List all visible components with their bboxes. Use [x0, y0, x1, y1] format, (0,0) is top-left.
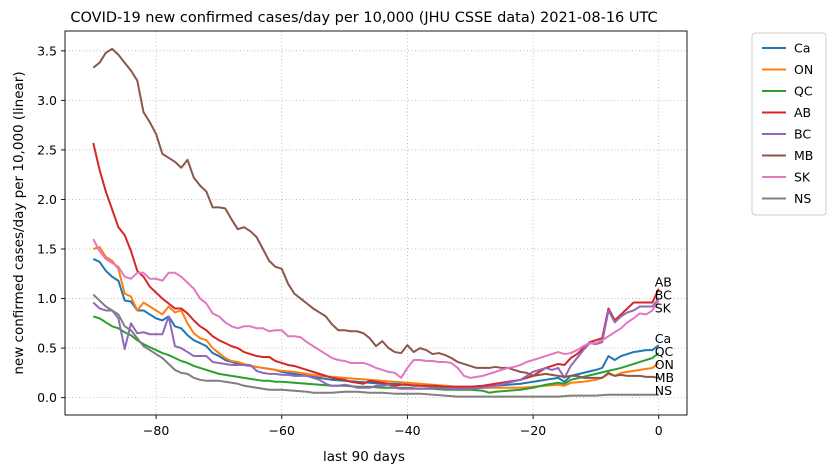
y-tick-label: 2.0 — [37, 192, 57, 207]
end-label-bc: BC — [655, 288, 672, 303]
chart-title: COVID-19 new confirmed cases/day per 10,… — [70, 10, 657, 26]
legend-entry-sk: SK — [794, 170, 811, 185]
y-tick-label: 3.0 — [37, 93, 57, 108]
y-tick-label: 2.5 — [37, 142, 57, 157]
series-lines — [92, 47, 660, 398]
legend-entry-mb: MB — [794, 148, 813, 163]
legend: Ca ON QC AB BC MB SK NS — [751, 32, 827, 216]
y-tick-label: 3.5 — [37, 43, 57, 58]
legend-entry-bc: BC — [794, 127, 811, 142]
series-line-ca — [92, 258, 660, 388]
end-label-ca: Ca — [655, 331, 671, 346]
x-tick-label: 0 — [655, 423, 663, 438]
series-line-sk — [92, 238, 660, 379]
y-tick-label: 1.5 — [37, 242, 57, 257]
series-line-qc — [92, 315, 660, 394]
x-tick-label: −40 — [394, 423, 420, 438]
y-tick-label: 0.0 — [37, 390, 57, 405]
legend-entry-qc: QC — [794, 84, 813, 99]
x-tick-label: −80 — [143, 423, 169, 438]
series-line-ab — [92, 142, 660, 388]
y-axis-label: new confirmed cases/day per 10,000 (line… — [11, 71, 27, 374]
series-line-bc — [92, 297, 660, 390]
y-tick-label: 0.5 — [37, 341, 57, 356]
end-label-sk: SK — [655, 301, 672, 316]
legend-entry-on: ON — [794, 62, 813, 77]
x-tick-label: −60 — [269, 423, 295, 438]
legend-entry-ab: AB — [794, 105, 811, 120]
end-label-on: ON — [655, 357, 674, 372]
legend-entry-ca: Ca — [794, 41, 810, 56]
y-axis: 0.0 0.5 1.0 1.5 2.0 2.5 3.0 3.5 — [37, 43, 65, 405]
x-tick-label: −20 — [520, 423, 546, 438]
series-line-ns — [92, 293, 659, 398]
x-axis: −80 −60 −40 −20 0 — [143, 415, 663, 438]
end-label-mb: MB — [655, 370, 674, 385]
legend-entry-ns: NS — [794, 191, 811, 206]
plot-area-frame — [64, 30, 688, 416]
y-tick-label: 1.0 — [37, 291, 57, 306]
end-label-ns: NS — [655, 383, 672, 398]
series-line-mb — [92, 47, 659, 379]
legend-box — [751, 32, 827, 216]
grid — [65, 31, 687, 415]
end-label-ab: AB — [655, 275, 672, 290]
series-line-on — [92, 246, 660, 389]
x-axis-label: last 90 days — [323, 449, 405, 465]
end-label-qc: QC — [655, 344, 674, 359]
